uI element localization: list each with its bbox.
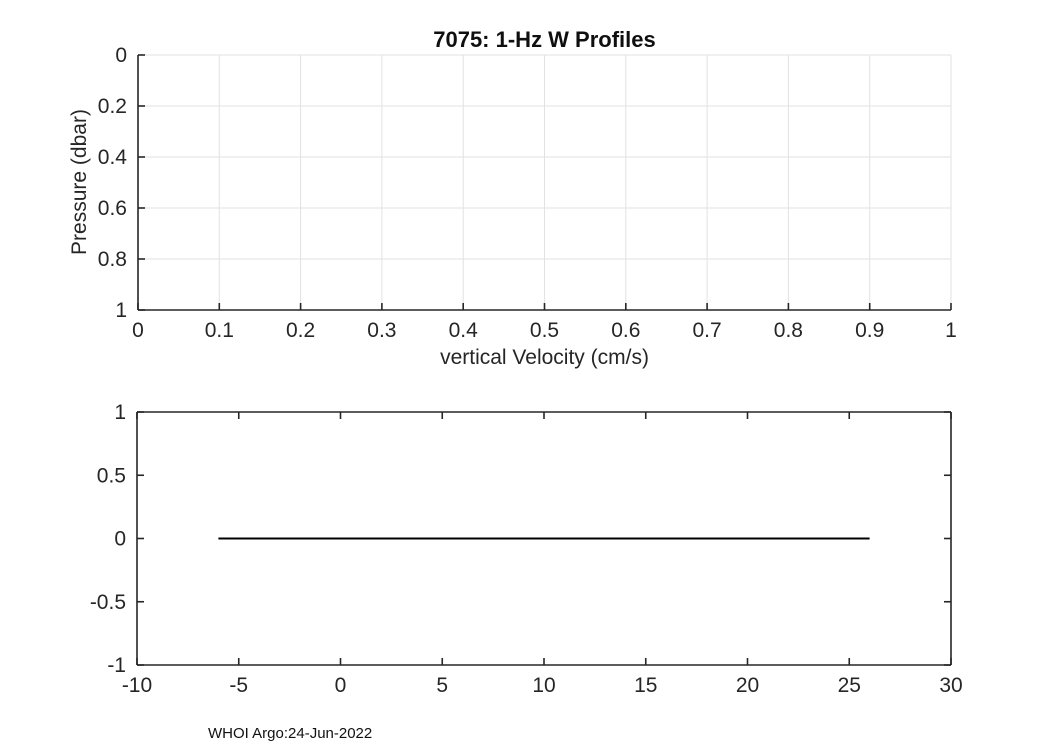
x-tick-label: 0.1 xyxy=(205,319,234,342)
x-tick-label: -10 xyxy=(122,674,152,697)
x-tick-label: 1 xyxy=(945,319,957,342)
x-tick-label: -5 xyxy=(229,674,248,697)
y-tick-label: 1 xyxy=(115,299,127,322)
x-tick-label: 25 xyxy=(838,674,861,697)
x-tick-label: 0 xyxy=(335,674,347,697)
x-tick-label: 10 xyxy=(532,674,555,697)
y-tick-label: 0.5 xyxy=(97,464,126,487)
x-tick-label: 0 xyxy=(132,319,144,342)
y-tick-label: 0.2 xyxy=(98,95,127,118)
x-tick-label: 0.2 xyxy=(286,319,315,342)
top-chart-xlabel: vertical Velocity (cm/s) xyxy=(440,346,649,369)
y-tick-label: 0 xyxy=(115,44,127,67)
x-tick-label: 30 xyxy=(939,674,962,697)
y-tick-label: -0.5 xyxy=(90,591,126,614)
x-tick-label: 20 xyxy=(736,674,759,697)
y-tick-label: 0.6 xyxy=(98,197,127,220)
x-tick-label: 0.4 xyxy=(449,319,479,342)
y-tick-label: 0 xyxy=(114,528,126,551)
x-tick-label: 0.8 xyxy=(774,319,803,342)
y-tick-label: 0.4 xyxy=(98,146,128,169)
chart-title: 7075: 1-Hz W Profiles xyxy=(433,27,656,52)
x-tick-label: 0.6 xyxy=(611,319,640,342)
x-tick-label: 0.3 xyxy=(367,319,396,342)
footer-credit: WHOI Argo:24-Jun-2022 xyxy=(208,725,373,742)
y-tick-label: -1 xyxy=(107,654,126,677)
x-tick-label: 5 xyxy=(436,674,448,697)
y-tick-label: 1 xyxy=(114,401,126,424)
x-tick-label: 15 xyxy=(634,674,657,697)
x-tick-label: 0.9 xyxy=(855,319,884,342)
y-tick-label: 0.8 xyxy=(98,248,127,271)
x-tick-label: 0.7 xyxy=(692,319,721,342)
x-tick-label: 0.5 xyxy=(530,319,559,342)
